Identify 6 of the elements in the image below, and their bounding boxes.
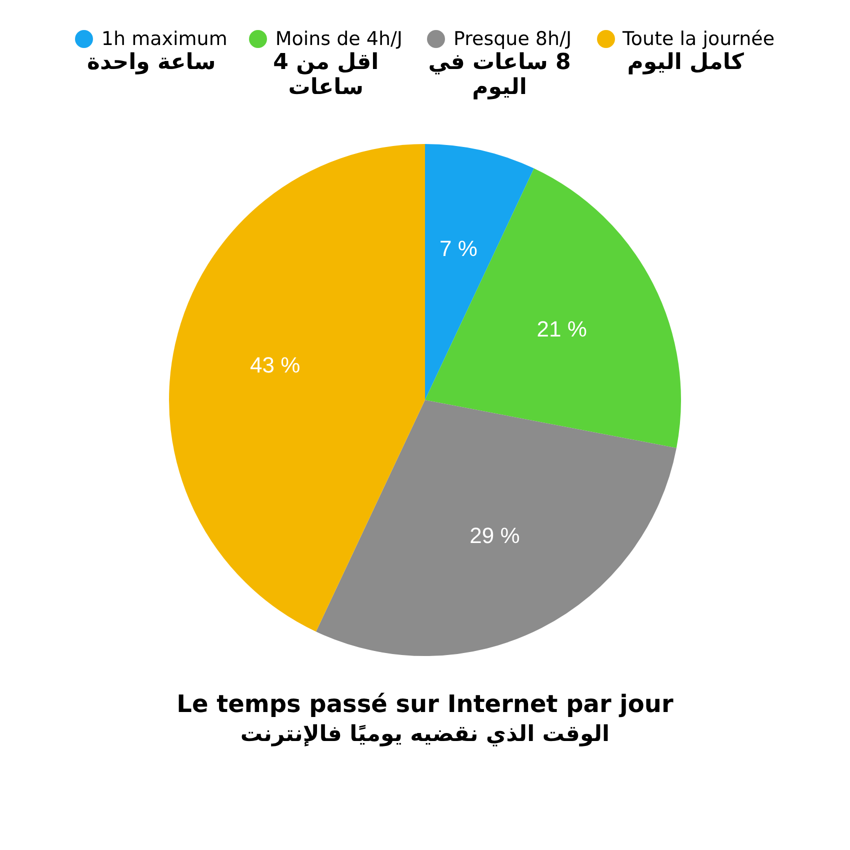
data-label: 21 % bbox=[536, 316, 587, 342]
text: الوقت الذي نقضيه يوميًا فالإنترنت bbox=[239, 722, 611, 747]
data-label: 43 % bbox=[250, 352, 300, 378]
data-label: 29 % bbox=[470, 522, 520, 548]
data-label: 7 % bbox=[440, 236, 478, 262]
text: Le temps passé sur Internet par jour bbox=[176, 690, 674, 718]
